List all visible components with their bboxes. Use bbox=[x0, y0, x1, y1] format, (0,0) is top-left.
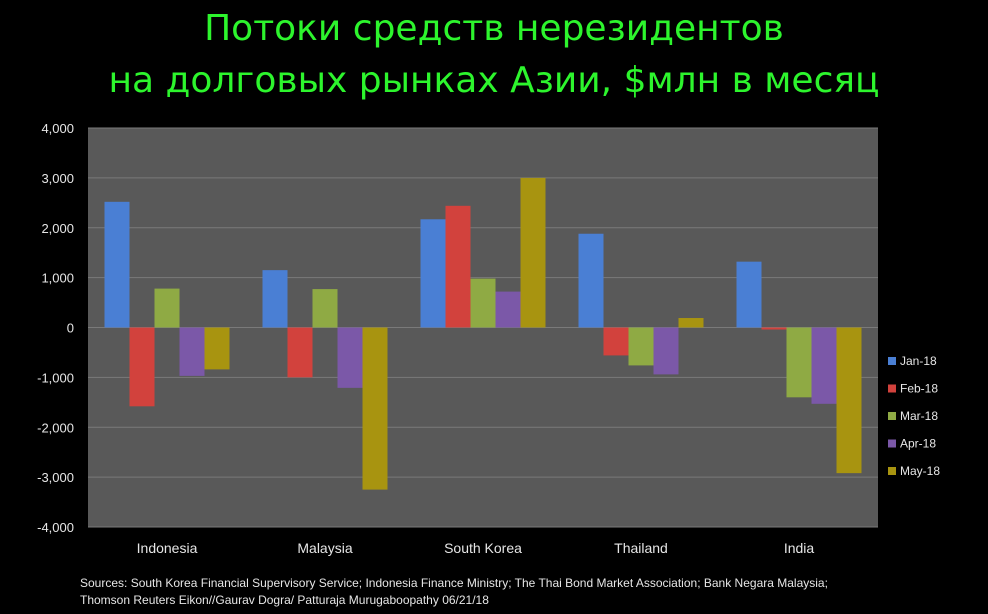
legend-swatch bbox=[888, 439, 896, 448]
x-category-label: India bbox=[784, 540, 815, 556]
y-tick-label: -3,000 bbox=[37, 470, 74, 485]
y-tick-label: -1,000 bbox=[37, 370, 74, 385]
bar bbox=[603, 327, 629, 356]
y-tick-label: -2,000 bbox=[37, 420, 74, 435]
bar bbox=[154, 288, 180, 328]
bar bbox=[420, 219, 446, 328]
bar bbox=[761, 327, 787, 330]
bar bbox=[312, 289, 338, 328]
bar bbox=[653, 327, 679, 375]
y-tick-label: -4,000 bbox=[37, 520, 74, 535]
x-category-label: Indonesia bbox=[137, 540, 198, 556]
legend-swatch bbox=[888, 467, 896, 475]
bar bbox=[262, 270, 288, 328]
bar bbox=[836, 327, 862, 474]
legend-label: May-18 bbox=[900, 464, 940, 478]
y-tick-label: 3,000 bbox=[41, 171, 74, 186]
legend-swatch bbox=[888, 357, 896, 365]
bar bbox=[736, 261, 762, 328]
bar bbox=[786, 327, 812, 398]
bar bbox=[445, 205, 471, 328]
bar bbox=[678, 318, 704, 328]
x-category-label: South Korea bbox=[444, 540, 522, 556]
bar bbox=[495, 291, 521, 328]
sources-line-2: Thomson Reuters Eikon//Gaurav Dogra/ Pat… bbox=[80, 593, 489, 607]
bar bbox=[578, 233, 604, 328]
sources-line-1: Sources: South Korea Financial Superviso… bbox=[80, 576, 828, 590]
sources-note: Sources: South Korea Financial Superviso… bbox=[80, 575, 828, 609]
x-category-label: Malaysia bbox=[297, 540, 352, 556]
legend-label: Apr-18 bbox=[900, 437, 936, 451]
bar bbox=[204, 327, 230, 370]
bar bbox=[129, 327, 155, 407]
legend-swatch bbox=[888, 384, 896, 393]
bar bbox=[104, 201, 130, 328]
y-tick-label: 1,000 bbox=[41, 271, 74, 286]
legend-label: Jan-18 bbox=[900, 354, 937, 368]
bar bbox=[287, 327, 313, 378]
x-category-label: Thailand bbox=[614, 540, 668, 556]
bar bbox=[470, 278, 496, 328]
y-tick-label: 2,000 bbox=[41, 221, 74, 236]
bar bbox=[179, 327, 205, 376]
bar bbox=[811, 327, 837, 404]
bar bbox=[628, 327, 654, 366]
chart-title-line-1: Потоки средств нерезидентов bbox=[204, 8, 784, 49]
chart-title-line-2: на долговых рынках Азии, $млн в месяц bbox=[108, 60, 880, 101]
bar bbox=[520, 177, 546, 328]
legend-swatch bbox=[888, 412, 896, 420]
y-tick-label: 4,000 bbox=[41, 121, 74, 136]
y-tick-label: 0 bbox=[67, 321, 74, 336]
bar bbox=[337, 327, 363, 388]
bar bbox=[362, 327, 388, 490]
legend-label: Feb-18 bbox=[900, 382, 938, 396]
legend-label: Mar-18 bbox=[900, 409, 938, 423]
